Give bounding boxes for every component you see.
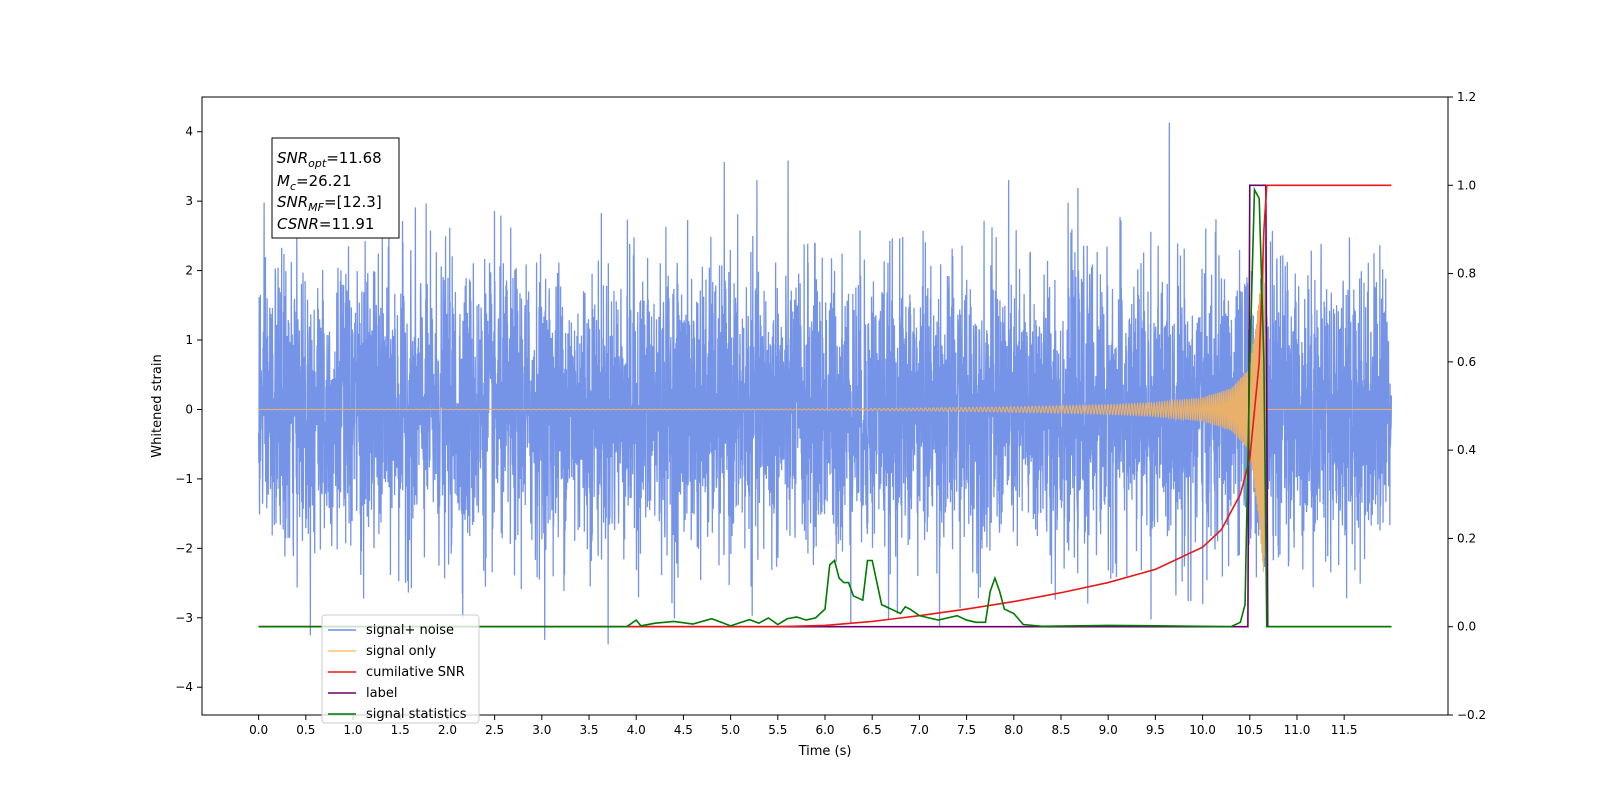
legend-frame xyxy=(321,614,480,724)
legend-label: signal statistics xyxy=(366,707,467,722)
x-tick-label: 9.5 xyxy=(1146,723,1165,737)
x-tick-label: 2.5 xyxy=(485,723,504,737)
x-tick-label: 11.0 xyxy=(1284,723,1311,737)
x-tick-label: 4.5 xyxy=(674,723,693,737)
legend-label: signal+ noise xyxy=(366,623,454,638)
x-tick-label: 2.0 xyxy=(438,723,457,737)
x-tick-label: 4.0 xyxy=(627,723,646,737)
x-tick-label: 10.0 xyxy=(1189,723,1216,737)
x-tick-label: 7.5 xyxy=(957,723,976,737)
x-tick-label: 3.5 xyxy=(579,723,598,737)
y2-tick-label: 1.0 xyxy=(1457,178,1476,192)
series-signal-noise-line xyxy=(257,122,1393,645)
y-tick-label: 2 xyxy=(185,264,193,278)
noise-series xyxy=(257,122,1393,645)
y2-tick-label: 0.0 xyxy=(1457,620,1476,634)
signal-series xyxy=(258,238,1392,572)
series-cumilative-snr-line xyxy=(258,184,1392,628)
series-signal-statistics-line xyxy=(258,186,1392,628)
y-tick-label: 3 xyxy=(185,194,193,208)
annotation-csnr: CSNR=11.91 xyxy=(277,215,374,233)
annotation-box: SNRopt=11.68 Mc=26.21 SNRMF=[12.3] CSNR=… xyxy=(271,137,400,239)
annotation-snr-mf: SNRMF=[12.3] xyxy=(277,193,382,214)
y-tick-label: 4 xyxy=(185,125,193,139)
annotation-snr-opt: SNRopt=11.68 xyxy=(277,149,382,170)
series-signal-only-line xyxy=(258,238,1392,572)
legend-label: label xyxy=(366,686,397,701)
y2-tick-label: 0.2 xyxy=(1457,531,1476,545)
x-tick-label: 1.5 xyxy=(391,723,410,737)
x-tick-label: 0.0 xyxy=(249,723,268,737)
y2-tick-label: 0.8 xyxy=(1457,267,1476,281)
y-tick-label: 0 xyxy=(185,402,193,416)
x-tick-label: 6.5 xyxy=(863,723,882,737)
y2-tick-label: 0.4 xyxy=(1457,443,1476,457)
legend-label: cumilative SNR xyxy=(366,665,465,680)
y-axis-left: 4 3 2 1 0 −1 −2 −3 −4 xyxy=(175,125,202,694)
y-axis-right: 1.2 1.0 0.8 0.6 0.4 0.2 0.0 −0.2 xyxy=(1448,90,1486,722)
x-tick-label: 6.0 xyxy=(815,723,834,737)
y2-tick-label: −0.2 xyxy=(1457,708,1486,722)
y2-tick-label: 1.2 xyxy=(1457,90,1476,104)
y-axis-title: Whitened strain xyxy=(150,354,165,457)
x-tick-label: 0.5 xyxy=(296,723,315,737)
legend: signal+ noise signal only cumilative SNR la… xyxy=(321,614,480,724)
x-tick-label: 5.0 xyxy=(721,723,740,737)
x-tick-label: 8.5 xyxy=(1051,723,1070,737)
y2-tick-label: 0.6 xyxy=(1457,355,1476,369)
y-tick-label: 1 xyxy=(185,333,193,347)
legend-label: signal only xyxy=(366,644,436,659)
x-tick-label: 8.0 xyxy=(1004,723,1023,737)
x-axis-title: Time (s) xyxy=(798,744,852,759)
annotation-mc: Mc=26.21 xyxy=(277,172,352,193)
y-tick-label: −4 xyxy=(175,680,193,694)
x-tick-label: 10.5 xyxy=(1236,723,1263,737)
x-tick-label: 11.5 xyxy=(1331,723,1358,737)
x-tick-label: 3.0 xyxy=(532,723,551,737)
x-tick-label: 9.0 xyxy=(1099,723,1118,737)
right-axis-series xyxy=(258,184,1392,628)
y-tick-label: −1 xyxy=(175,472,193,486)
x-tick-label: 1.0 xyxy=(343,723,362,737)
x-axis: 0.0 0.5 1.0 1.5 2.0 2.5 3.0 3.5 4.0 4.5 5.0 5.5 6.0 6… xyxy=(249,715,1358,737)
y-tick-label: −3 xyxy=(175,611,193,625)
x-tick-label: 5.5 xyxy=(768,723,787,737)
y-tick-label: −2 xyxy=(175,541,193,555)
annotation-frame xyxy=(271,137,400,239)
x-tick-label: 7.0 xyxy=(910,723,929,737)
